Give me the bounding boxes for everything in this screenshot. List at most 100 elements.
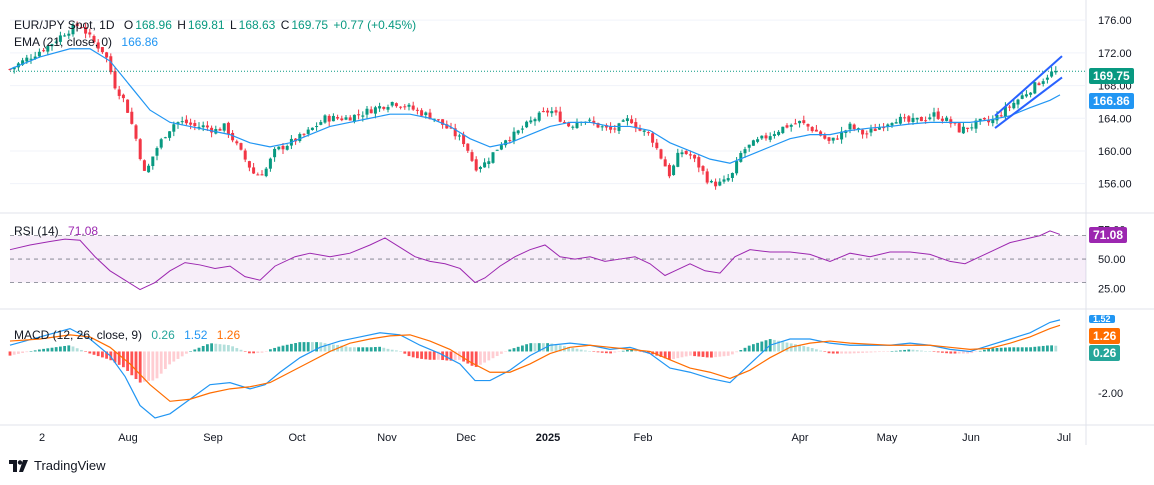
- candle-body: [638, 128, 642, 131]
- price-tick-label-5: 156.00: [1098, 179, 1132, 191]
- candle-body: [54, 41, 58, 43]
- candle-body: [277, 146, 281, 150]
- macd-histogram-bar: [378, 346, 381, 352]
- candle-body: [260, 174, 264, 176]
- candle-body: [193, 123, 197, 127]
- tradingview-logo[interactable]: TradingView: [9, 458, 106, 473]
- macd-histogram-bar: [659, 351, 663, 357]
- candle-body: [936, 111, 940, 119]
- candle-body: [310, 127, 314, 130]
- candle-body: [781, 126, 785, 134]
- rsi-pane[interactable]: [9, 230, 1061, 291]
- candle-body: [331, 115, 335, 122]
- macd-histogram-bar: [626, 349, 629, 352]
- macd-histogram-bar: [17, 351, 20, 354]
- candle-body: [105, 52, 109, 58]
- macd-histogram-bar: [479, 351, 482, 365]
- macd-histogram-bar: [357, 347, 360, 352]
- candle-body: [109, 56, 113, 73]
- candle-body: [861, 129, 865, 135]
- ema-legend: EMA (21, close, 0) 166.86: [14, 35, 160, 49]
- candle-body: [970, 127, 974, 129]
- macd-histogram-bar: [617, 351, 621, 352]
- last-price-badge: 169.75: [1089, 68, 1134, 84]
- candle-body: [403, 106, 407, 108]
- candle-body: [25, 57, 29, 62]
- candle-body: [915, 117, 919, 120]
- macd-histogram-bar: [185, 351, 188, 354]
- macd-histogram-bar: [827, 351, 831, 354]
- candle-body: [184, 119, 188, 124]
- macd-histogram-bar: [96, 351, 100, 357]
- candle-body: [394, 103, 398, 107]
- x-tick-label-0: 2: [39, 432, 45, 444]
- channel-lower-line: [994, 76, 1063, 129]
- candle-body: [319, 122, 323, 125]
- candle-body: [462, 134, 466, 145]
- macd-histogram-bar: [886, 351, 890, 352]
- macd-histogram-bar: [8, 351, 12, 356]
- macd-histogram-bar: [542, 343, 545, 352]
- candle-body: [512, 131, 516, 141]
- macd-histogram-bar: [722, 351, 726, 357]
- macd-histogram-bar: [105, 351, 108, 359]
- macd-histogram-bar: [92, 351, 96, 355]
- rsi-label: RSI (14): [14, 224, 59, 238]
- candle-body: [768, 136, 772, 140]
- macd-histogram-bar: [844, 351, 848, 354]
- x-tick-label-9: May: [877, 432, 898, 444]
- macd-histogram-bar: [743, 347, 747, 352]
- macd-histogram-bar: [206, 344, 209, 352]
- macd-histogram-bar: [344, 346, 348, 352]
- rsi-badge: 71.08: [1089, 227, 1128, 243]
- price-pane[interactable]: [8, 21, 1087, 190]
- candle-body: [117, 89, 121, 96]
- macd-histogram-bar: [390, 349, 394, 352]
- macd-histogram-bar: [12, 351, 16, 355]
- candle-body: [478, 167, 482, 169]
- close-value: 169.75: [291, 18, 329, 32]
- candle-body: [323, 115, 327, 123]
- candle-body: [634, 122, 638, 129]
- candle-body: [819, 131, 823, 136]
- macd-histogram-bar: [798, 345, 801, 352]
- macd-histogram-bar: [869, 351, 873, 353]
- macd-histogram-bar: [516, 346, 520, 352]
- macd-histogram-bar: [815, 349, 818, 352]
- candle-body: [21, 60, 25, 65]
- close-label: C: [280, 18, 290, 32]
- ema-line: [9, 48, 1061, 164]
- rsi-legend: RSI (14) 71.08: [14, 224, 100, 238]
- candle-body: [911, 117, 915, 122]
- macd-histogram-bar: [369, 347, 373, 352]
- candle-body: [667, 164, 671, 177]
- candle-body: [596, 122, 600, 128]
- candle-body: [764, 135, 768, 139]
- candle-body: [743, 149, 747, 154]
- macd-histogram-bar: [38, 349, 41, 352]
- macd-histogram-bar: [802, 346, 806, 352]
- candle-body: [92, 36, 96, 43]
- macd-histogram-bar: [697, 351, 701, 357]
- candle-body: [961, 126, 965, 134]
- macd-histogram-bar: [33, 350, 37, 352]
- candle-body: [231, 132, 235, 141]
- candle-body: [420, 110, 424, 116]
- candle-body: [508, 140, 512, 142]
- macd-histogram-bar: [395, 350, 398, 352]
- macd-pane[interactable]: [8, 319, 1061, 419]
- macd-histogram-bar: [634, 350, 638, 352]
- candle-body: [491, 152, 495, 163]
- macd-histogram-bar: [756, 342, 759, 352]
- macd-histogram-bar: [428, 351, 432, 360]
- candle-body: [470, 152, 474, 161]
- macd-histogram-bar: [243, 351, 247, 352]
- macd-histogram-bar: [449, 351, 453, 361]
- macd-histogram-bar: [739, 350, 743, 352]
- macd-histogram-bar: [609, 351, 612, 354]
- candle-body: [760, 135, 764, 139]
- candle-body: [378, 106, 382, 109]
- macd-histogram-bar: [466, 351, 470, 364]
- candle-body: [588, 119, 592, 121]
